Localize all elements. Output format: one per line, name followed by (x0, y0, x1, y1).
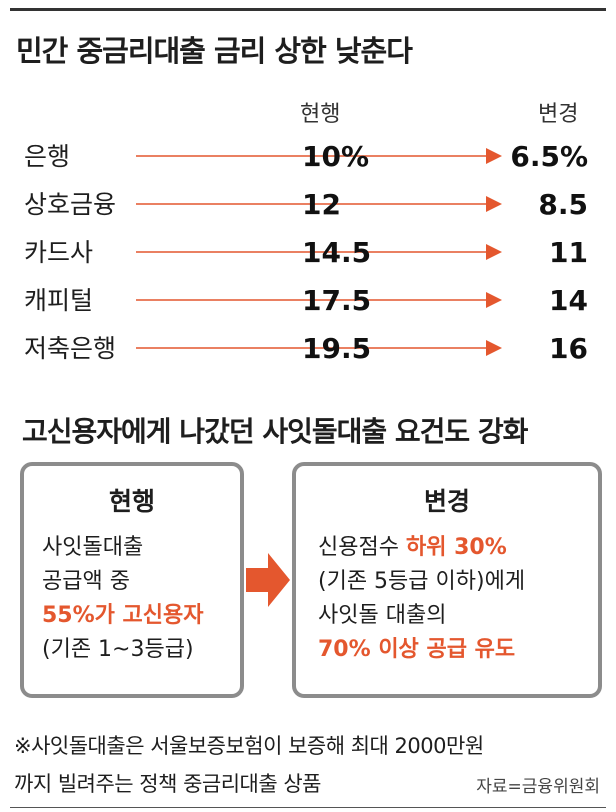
row-label: 카드사 (24, 238, 93, 267)
arrow-head (486, 244, 502, 260)
current-box-line1: 사잇돌대출 (42, 535, 144, 560)
bottom-rule (10, 807, 606, 808)
row-label: 은행 (24, 142, 70, 171)
current-box: 현행 사잇돌대출 공급액 중 55%가 고신용자 (기존 1~3등급) (20, 462, 244, 698)
page-title: 민간 중금리대출 금리 상한 낮춘다 (16, 34, 413, 68)
changed-box-line2: (기존 5등급 이하)에게 (318, 569, 526, 594)
column-header-changed: 변경 (538, 102, 579, 127)
current-box-line2: 공급액 중 (42, 569, 130, 594)
arrow-head (486, 292, 502, 308)
changed-value: 8.5 (538, 188, 588, 221)
current-value: 14.5 (302, 236, 371, 269)
footnote-line2: 까지 빌려주는 정책 중금리대출 상품 (14, 772, 322, 796)
changed-box-title: 변경 (423, 487, 470, 516)
section-title: 고신용자에게 나갔던 사잇돌대출 요건도 강화 (22, 415, 528, 448)
row-label: 상호금융 (24, 190, 116, 219)
current-value: 17.5 (302, 284, 371, 317)
changed-box-line3: 사잇돌 대출의 (318, 603, 447, 628)
current-box-line3: 55%가 고신용자 (42, 603, 204, 628)
changed-box: 변경 신용점수 하위 30% (기존 5등급 이하)에게 사잇돌 대출의 70%… (292, 462, 602, 698)
changed-value: 14 (549, 284, 588, 317)
rate-table-chart: 은행 10% 6.5% 상호금융 12 8.5 카드사 14.5 11 캐피털 17.5 14 저축은행… (24, 140, 588, 365)
top-rule (10, 8, 606, 11)
footnote-line1: ※사잇돌대출은 서울보증보험이 보증해 최대 2000만원 (14, 734, 484, 758)
changed-value: 11 (549, 236, 588, 269)
source-credit: 자료=금융위원회 (476, 777, 600, 797)
changed-value: 6.5% (510, 140, 588, 173)
changed-value: 16 (549, 332, 588, 365)
changed-box-line1-prefix: 신용점수 (318, 535, 406, 560)
changed-box-line4: 70% 이상 공급 유도 (318, 637, 516, 662)
current-value: 12 (302, 188, 341, 221)
right-arrow-icon (246, 553, 290, 607)
arrow-head (486, 148, 502, 164)
changed-box-line1-highlight: 하위 30% (405, 535, 507, 560)
row-label: 저축은행 (24, 334, 116, 363)
row-label: 캐피털 (24, 286, 93, 315)
current-box-line4: (기존 1~3등급) (42, 637, 194, 662)
arrow-head (486, 196, 502, 212)
changed-box-line1: 신용점수 하위 30% (318, 532, 507, 564)
current-box-title: 현행 (108, 487, 155, 516)
current-value: 10% (302, 140, 369, 173)
column-header-current: 현행 (300, 102, 341, 127)
arrow-head (486, 340, 502, 356)
current-value: 19.5 (302, 332, 371, 365)
